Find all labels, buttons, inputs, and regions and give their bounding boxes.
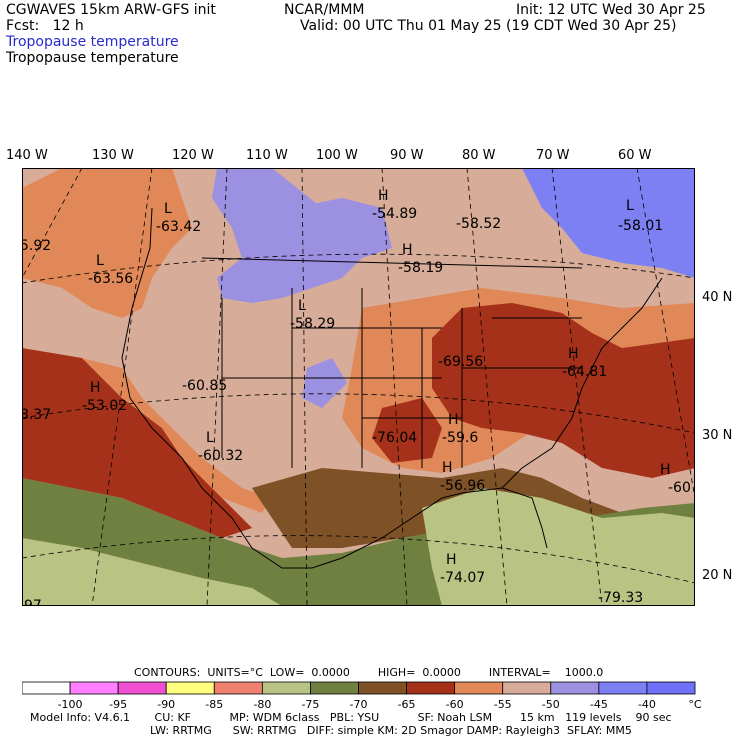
lon-label: 90 W	[390, 148, 424, 163]
legend-tick-label: -45	[590, 698, 608, 711]
hl-letter: H	[660, 462, 671, 478]
legend-swatch	[261, 681, 311, 695]
legend-tick-label: -55	[494, 698, 512, 711]
legend-swatch	[69, 681, 119, 695]
legend-swatch	[406, 681, 456, 695]
model-title: CGWAVES 15km ARW-GFS init	[6, 2, 216, 18]
lon-label: 140 W	[6, 148, 48, 163]
hl-letter: H	[446, 552, 457, 568]
legend-tick-label: -100	[58, 698, 83, 711]
field-orange-nw	[22, 168, 192, 318]
valid-time: Valid: 00 UTC Thu 01 May 25 (19 CDT Wed …	[300, 18, 677, 34]
lon-label: 110 W	[246, 148, 288, 163]
legend-swatch	[646, 681, 696, 695]
graticule	[22, 168, 695, 606]
hl-value: -54.89	[372, 206, 417, 222]
hl-value: -63.56	[88, 271, 133, 287]
hl-letter: H	[378, 188, 389, 204]
hl-value: 5.92	[22, 238, 51, 254]
organization: NCAR/MMM	[284, 2, 365, 18]
legend-swatch	[598, 681, 648, 695]
coastlines	[121, 207, 663, 569]
hl-value: -59.6	[442, 430, 478, 446]
field-title-blue: Tropopause temperature	[6, 34, 179, 50]
legend-swatch	[550, 681, 600, 695]
hl-letter: H	[448, 412, 459, 428]
legend-swatch	[358, 681, 407, 695]
lon-label: 120 W	[172, 148, 214, 163]
hl-value: -69.56	[438, 354, 483, 370]
field-tan-south	[22, 538, 282, 606]
field-darkred-sw	[22, 348, 252, 538]
legend-swatch	[454, 681, 504, 695]
lat-label: 40 N	[702, 290, 733, 305]
hl-letter: L	[626, 198, 634, 214]
hl-letter: L	[206, 430, 214, 446]
legend-swatch	[117, 681, 167, 695]
field-lavender-ontario	[292, 198, 392, 258]
hl-value: -58.29	[290, 316, 335, 332]
init-time: Init: 12 UTC Wed 30 Apr 25	[516, 2, 706, 18]
hl-value: -58.52	[456, 216, 501, 232]
hl-letter: H	[442, 460, 453, 476]
model-info-line2: LW: RRTMG SW: RRTMG DIFF: simple KM: 2D …	[150, 724, 632, 737]
legend-tick-label: -60	[446, 698, 464, 711]
lon-label: 70 W	[536, 148, 570, 163]
tropopause-temperature-map: L -63.42 L -63.56 5.92 H -54.89 -58.52 H…	[22, 168, 695, 606]
lon-label: 60 W	[618, 148, 652, 163]
hl-letter: L	[96, 253, 104, 269]
legend-swatch	[165, 681, 215, 695]
map-frame	[22, 168, 695, 606]
legend-tick-label: -95	[109, 698, 127, 711]
legend-tick-label: -50	[542, 698, 560, 711]
field-tan-caribbean	[422, 488, 695, 606]
hl-letter: H	[402, 242, 413, 258]
legend-swatch	[502, 681, 552, 695]
hl-letter: H	[90, 380, 101, 396]
lon-label: 80 W	[462, 148, 496, 163]
color-legend: -100 -95 -90 -85 -80 -75 -70 -65 -60 -55 -50 -45 -40…	[22, 681, 702, 711]
legend-swatch	[310, 681, 359, 695]
legend-swatch	[22, 681, 71, 695]
hl-letter: L	[298, 298, 306, 314]
field-lavender-rockies	[212, 168, 362, 303]
hl-letter: L	[164, 201, 172, 217]
field-title-black: Tropopause temperature	[6, 50, 179, 66]
legend-tick-label: -65	[398, 698, 416, 711]
hl-value: -64.81	[562, 364, 607, 380]
lon-label: 130 W	[92, 148, 134, 163]
forecast-hour: Fcst: 12 h	[6, 18, 84, 34]
legend-tick-label: -90	[157, 698, 175, 711]
hl-value: -56.96	[440, 478, 485, 494]
hl-value: 8.37	[22, 407, 51, 423]
lon-label: 100 W	[316, 148, 358, 163]
legend-tick-label: -80	[253, 698, 271, 711]
field-darkred-east	[432, 303, 695, 478]
legend-tick-label: -75	[301, 698, 319, 711]
field-darkred-south	[372, 398, 442, 463]
hl-value: -79.33	[598, 590, 643, 606]
lat-label: 20 N	[702, 568, 733, 583]
hl-value: -58.19	[398, 260, 443, 276]
legend-swatch	[213, 681, 263, 695]
legend-tick-label: -40	[638, 698, 656, 711]
legend-unit: °C	[688, 698, 702, 711]
field-lavender-plains	[302, 358, 347, 408]
hl-value: -63.42	[156, 219, 201, 235]
hl-value: -53.02	[82, 398, 127, 414]
hl-value: 97	[24, 598, 42, 606]
hl-value: -60	[668, 480, 691, 496]
hl-value: -76.04	[372, 430, 417, 446]
legend-tick-label: -70	[350, 698, 368, 711]
hl-value: -60.32	[198, 448, 243, 464]
hl-value: -58.01	[618, 218, 663, 234]
hl-value: -74.07	[440, 570, 485, 586]
hl-letter: H	[568, 346, 579, 362]
legend-tick-label: -85	[205, 698, 223, 711]
hl-value: -60.85	[182, 378, 227, 394]
lat-label: 30 N	[702, 428, 733, 443]
contours-info: CONTOURS: UNITS=°C LOW= 0.0000 HIGH= 0.0…	[134, 666, 604, 679]
model-info-line1: Model Info: V4.6.1 CU: KF MP: WDM 6class…	[30, 711, 672, 724]
